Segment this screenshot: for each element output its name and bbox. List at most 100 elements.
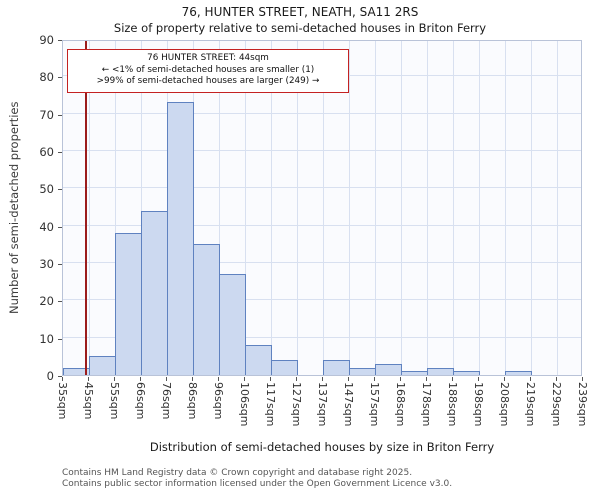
gridline-horizontal xyxy=(63,112,581,114)
x-tick-mark xyxy=(530,377,531,381)
annotation-line-2: ← <1% of semi-detached houses are smalle… xyxy=(101,64,315,75)
y-tick-label: 20 xyxy=(39,294,54,309)
y-tick-mark xyxy=(58,189,62,191)
x-tick-mark xyxy=(400,377,401,381)
x-tick-mark xyxy=(296,377,297,381)
y-tick-mark xyxy=(58,77,62,79)
gridline-vertical xyxy=(375,41,376,375)
x-tick-label: 86sqm xyxy=(186,382,199,420)
y-tick-label: 60 xyxy=(39,145,54,159)
x-tick-label: 229sqm xyxy=(550,382,563,427)
x-tick-label: 66sqm xyxy=(134,382,147,420)
gridline-vertical xyxy=(271,41,272,375)
y-tick-mark xyxy=(58,376,62,377)
x-tick-mark xyxy=(374,377,375,381)
x-tick-mark xyxy=(556,377,557,381)
gridline-horizontal xyxy=(63,336,581,338)
plot-canvas: 76 HUNTER STREET: 44sqm ← <1% of semi-de… xyxy=(62,40,582,376)
gridline-vertical xyxy=(557,41,558,375)
footer: Contains HM Land Registry data © Crown c… xyxy=(62,468,592,490)
y-axis-label: Number of semi-detached properties xyxy=(7,101,21,315)
y-tick-mark xyxy=(58,264,62,265)
y-tick-label: 70 xyxy=(39,107,54,122)
annotation-line-3: >99% of semi-detached houses are larger … xyxy=(96,76,320,86)
x-tick-mark xyxy=(270,377,271,381)
gridline-horizontal xyxy=(63,150,581,151)
gridline-vertical xyxy=(323,41,324,375)
y-tick-label: 90 xyxy=(39,33,54,47)
y-tick-mark xyxy=(58,301,62,303)
chart-title: 76, HUNTER STREET, NEATH, SA11 2RS xyxy=(181,5,419,19)
x-tick-mark xyxy=(192,377,193,381)
x-tick-label: 168sqm xyxy=(394,382,407,427)
histogram-bar-208sqm xyxy=(505,371,532,375)
histogram-bar-96sqm xyxy=(219,274,246,375)
annotation-line-1: 76 HUNTER STREET: 44sqm xyxy=(147,53,269,63)
x-tick-mark xyxy=(114,377,115,381)
x-tick-mark xyxy=(348,377,349,381)
y-tick-label: 10 xyxy=(39,331,54,346)
x-tick-label: 35sqm xyxy=(56,382,69,420)
x-tick-mark xyxy=(452,377,453,381)
x-tick-label: 208sqm xyxy=(498,382,511,427)
footer-line-2: Contains public sector information licen… xyxy=(62,479,453,489)
gridline-vertical xyxy=(401,41,402,375)
histogram-bar-178sqm xyxy=(427,367,454,375)
histogram-bar-117sqm xyxy=(271,360,298,375)
x-tick-mark xyxy=(88,377,89,381)
x-tick-mark xyxy=(62,377,63,381)
gridline-vertical xyxy=(505,41,506,375)
footer-line-1: Contains HM Land Registry data © Crown c… xyxy=(62,468,413,478)
gridline-vertical xyxy=(479,41,480,375)
x-tick-mark xyxy=(166,377,167,381)
x-tick-label: 117sqm xyxy=(264,382,277,427)
x-tick-label: 45sqm xyxy=(82,382,95,420)
x-tick-label: 198sqm xyxy=(472,382,485,427)
histogram-bar-86sqm xyxy=(193,244,220,375)
histogram-bar-147sqm xyxy=(349,367,376,375)
property-size-marker-line xyxy=(85,41,88,375)
x-tick-label: 76sqm xyxy=(160,382,173,420)
y-tick-mark xyxy=(58,114,62,116)
y-tick-mark xyxy=(58,226,62,228)
histogram-bar-106sqm xyxy=(245,345,272,375)
x-tick-label: 96sqm xyxy=(212,382,225,420)
x-tick-mark xyxy=(244,377,245,381)
x-tick-mark xyxy=(582,377,583,381)
gridline-horizontal xyxy=(63,224,581,226)
gridline-vertical xyxy=(531,41,532,375)
x-tick-label: 55sqm xyxy=(108,382,121,420)
x-tick-label: 219sqm xyxy=(524,382,537,427)
histogram-bar-157sqm xyxy=(375,363,402,375)
gridline-horizontal xyxy=(63,187,581,189)
gridline-vertical xyxy=(245,41,246,375)
x-tick-label: 239sqm xyxy=(576,382,589,427)
y-tick-label: 80 xyxy=(39,70,54,85)
y-tick-mark xyxy=(58,152,62,153)
gridline-vertical xyxy=(453,41,454,375)
gridline-vertical xyxy=(141,41,142,375)
x-tick-label: 157sqm xyxy=(368,382,381,427)
annotation-box: 76 HUNTER STREET: 44sqm ← <1% of semi-de… xyxy=(67,49,349,93)
x-tick-mark xyxy=(218,377,219,381)
chart-subtitle: Size of property relative to semi-detach… xyxy=(113,21,487,35)
y-tick-label: 0 xyxy=(46,369,54,383)
histogram-bar-55sqm xyxy=(115,233,142,375)
x-tick-label: 188sqm xyxy=(446,382,459,427)
x-tick-label: 106sqm xyxy=(238,382,251,427)
y-tick-label: 30 xyxy=(39,257,54,271)
histogram-bar-45sqm xyxy=(89,356,116,375)
histogram-bar-137sqm xyxy=(323,360,350,375)
x-tick-label: 178sqm xyxy=(420,382,433,427)
x-tick-mark xyxy=(322,377,323,381)
y-tick-label: 40 xyxy=(39,219,54,234)
gridline-vertical xyxy=(427,41,428,375)
x-tick-mark xyxy=(478,377,479,381)
histogram-bar-76sqm xyxy=(167,102,194,375)
x-tick-label: 137sqm xyxy=(316,382,329,427)
gridline-vertical xyxy=(349,41,350,375)
x-tick-mark xyxy=(140,377,141,381)
gridline-vertical xyxy=(115,41,116,375)
histogram-bar-188sqm xyxy=(453,371,480,375)
